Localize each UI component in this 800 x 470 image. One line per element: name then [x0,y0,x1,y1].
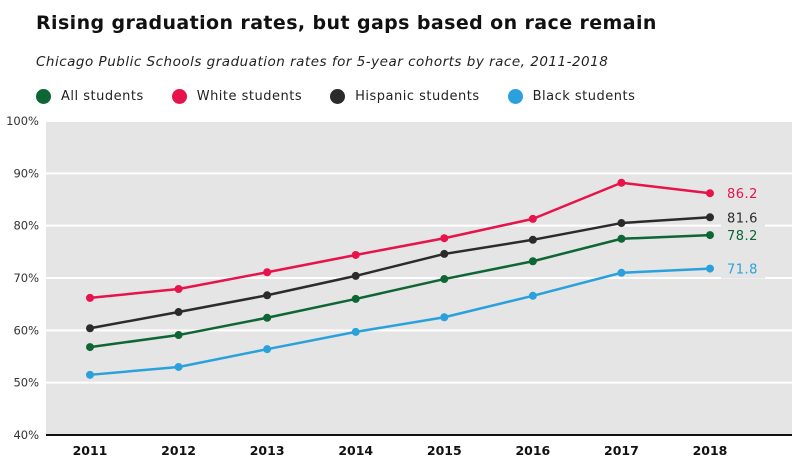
data-point [440,313,449,322]
series-line [89,267,711,377]
end-label-bg [721,184,765,204]
legend-item-black-students: Black students [507,89,636,104]
end-label-bg [721,259,765,279]
chart-title: Rising graduation rates, but gaps based … [36,12,657,34]
y-tick-label: 80% [13,219,39,233]
legend-label: All students [61,89,144,104]
x-tick-label: 2015 [427,443,462,458]
end-labels: 71.8 78.2 81.6 86.2 [721,184,765,279]
series-line [89,216,711,330]
y-tick-label: 60% [13,323,39,337]
data-point [617,268,626,277]
end-label-bg [721,226,765,246]
data-point [351,271,360,280]
data-point [174,284,183,293]
y-tick-label: 100% [6,114,39,128]
data-point [440,249,449,258]
data-point [440,275,449,284]
x-tick-label: 2013 [250,443,285,458]
data-point [263,345,272,354]
data-point [263,268,272,277]
data-point [528,235,537,244]
data-point [351,327,360,336]
series-black-students [86,264,714,379]
data-point [440,234,449,243]
series-line [89,233,711,349]
legend-item-white-students: White students [171,89,303,104]
legend-label: Hispanic students [355,89,480,104]
series-line [89,181,711,300]
y-tick-label: 50% [13,376,39,390]
x-tick-label: 2018 [693,443,728,458]
end-label-hispanic-students: 81.6 [727,211,758,226]
data-point [351,294,360,303]
end-label-black-students: 71.8 [727,263,758,278]
data-point [528,291,537,300]
legend-item-all-students: All students [36,89,144,104]
series-group [86,178,714,379]
y-tick-label: 90% [13,166,39,180]
end-label-white-students: 86.2 [727,187,758,202]
data-point [617,178,626,187]
x-tick-label: 2014 [338,443,373,458]
data-point [263,313,272,322]
data-point [617,219,626,228]
series-all-students [86,231,714,352]
x-tick-label: 2017 [604,443,639,458]
data-point [351,250,360,259]
x-tick-label: 2016 [515,443,550,458]
data-point [263,291,272,300]
x-tick-label: 2011 [73,443,108,458]
legend-swatch-black-students [507,89,523,104]
chart-subtitle: Chicago Public Schools graduation rates … [36,54,609,70]
data-point [706,189,714,198]
data-point [174,308,183,317]
data-point [528,214,537,223]
data-point [528,257,537,266]
x-tick-label: 2012 [161,443,196,458]
data-point [706,231,714,240]
series-white-students [86,178,714,302]
data-point [706,264,714,273]
series-hispanic-students [86,213,714,333]
data-point [706,213,714,222]
y-axis-ticks: 40% 50% 60% 70% 80% 90% 100% [6,114,39,442]
legend-swatch-white-students [171,89,187,104]
legend-label: White students [196,89,303,104]
data-point [86,370,94,379]
data-point [617,234,626,243]
y-tick-label: 70% [13,271,39,285]
legend-swatch-hispanic-students [330,89,346,104]
data-point [86,293,94,302]
legend-swatch-all-students [36,89,51,104]
data-point [174,331,183,340]
legend: All students White students Hispanic stu… [36,89,663,104]
end-label-bg [721,208,765,228]
data-point [86,324,94,333]
legend-label: Black students [532,89,636,104]
y-tick-label: 40% [13,428,39,442]
legend-item-hispanic-students: Hispanic students [330,89,479,104]
data-point [174,362,183,371]
end-label-all-students: 78.2 [727,229,758,244]
gridlines [46,120,792,384]
x-axis-ticks: 2011 2012 2013 2014 2015 2016 2017 2018 [73,443,728,458]
data-point [86,343,94,352]
